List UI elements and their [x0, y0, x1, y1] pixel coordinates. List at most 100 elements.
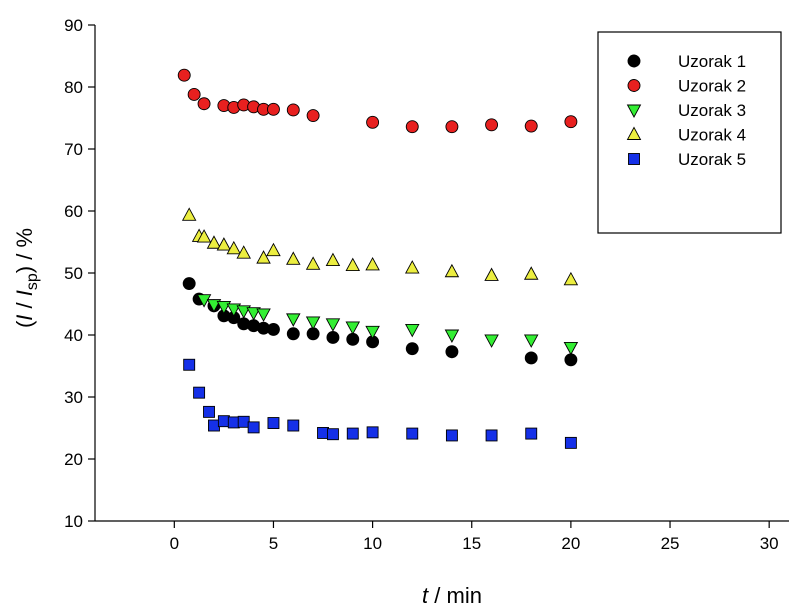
legend-label: Uzorak 3	[678, 101, 746, 120]
legend-item: Uzorak 3	[626, 101, 746, 120]
legend-marker	[626, 104, 642, 118]
data-point	[247, 421, 260, 434]
data-point	[485, 429, 498, 442]
y-axis-title: (I / Isp) / %	[12, 228, 41, 328]
series-2	[177, 68, 578, 134]
data-point	[345, 257, 361, 272]
legend-label: Uzorak 2	[678, 77, 746, 96]
data-point	[217, 415, 230, 428]
y-tick-label: 40	[64, 326, 83, 345]
legend-item: Uzorak 5	[628, 150, 746, 169]
data-point	[187, 87, 201, 101]
data-point	[183, 358, 196, 371]
data-point	[208, 419, 220, 432]
data-point	[286, 251, 301, 265]
data-point	[525, 427, 538, 440]
data-point	[563, 341, 579, 356]
x-tick-label: 25	[661, 534, 680, 553]
data-point	[444, 263, 460, 278]
legend-marker	[628, 153, 640, 165]
data-point	[237, 415, 250, 428]
data-point	[406, 427, 419, 440]
data-point	[445, 429, 458, 442]
legend-box	[597, 31, 782, 234]
data-point	[193, 386, 206, 399]
legend-label: Uzorak 1	[678, 52, 746, 71]
data-point	[182, 277, 196, 290]
data-point	[346, 427, 359, 440]
data-point	[524, 351, 538, 365]
data-point	[365, 256, 380, 271]
data-point	[317, 427, 329, 439]
data-point	[226, 240, 242, 255]
data-point	[181, 207, 197, 221]
data-point	[216, 237, 232, 251]
series-1	[182, 277, 578, 367]
data-point	[405, 342, 419, 356]
data-point	[267, 102, 280, 116]
data-point	[523, 266, 539, 280]
data-point	[563, 271, 579, 286]
data-point	[256, 308, 271, 322]
data-point	[345, 321, 361, 335]
y-tick-label: 10	[64, 512, 83, 531]
y-axis-title-open: (	[12, 320, 37, 328]
legend-item: Uzorak 4	[626, 126, 746, 145]
data-point	[236, 245, 251, 259]
data-point	[326, 428, 339, 441]
y-tick-label: 90	[64, 16, 83, 35]
data-point	[267, 322, 280, 336]
x-axis-ticks: 0 5 10 15 20 25 30	[170, 521, 779, 553]
data-point	[524, 119, 538, 133]
series-3	[196, 294, 579, 356]
y-tick-label: 30	[64, 388, 83, 407]
data-point	[405, 323, 420, 338]
y-tick-label: 60	[64, 202, 83, 221]
plot-area: 0 5 10 15 20 25 30 10 20 30 40 50 60 70 80 90	[64, 16, 789, 553]
data-point	[305, 316, 321, 330]
data-point	[306, 109, 320, 122]
data-point	[286, 327, 300, 341]
legend-marker	[627, 79, 641, 92]
legend-marker	[627, 54, 641, 68]
data-point	[287, 419, 300, 432]
x-axis-variable: t	[422, 583, 429, 608]
x-tick-label: 5	[269, 534, 278, 553]
data-point	[267, 417, 280, 429]
data-point	[484, 267, 499, 281]
data-point	[365, 325, 380, 340]
data-point	[366, 115, 380, 129]
x-tick-label: 10	[363, 534, 382, 553]
data-point	[564, 436, 577, 449]
data-point	[564, 353, 578, 367]
x-tick-label: 0	[170, 534, 179, 553]
data-point	[206, 235, 222, 249]
x-axis-unit: / min	[428, 583, 482, 608]
data-point	[484, 334, 499, 348]
x-tick-label: 15	[462, 534, 481, 553]
y-tick-label: 80	[64, 78, 83, 97]
data-point	[564, 115, 578, 129]
y-tick-label: 70	[64, 140, 83, 159]
y-axis-title-separator: /	[12, 296, 37, 314]
data-point	[325, 252, 341, 267]
data-point	[226, 303, 242, 317]
y-axis-subscript: sp	[24, 273, 41, 290]
data-point	[177, 68, 191, 82]
y-tick-label: 20	[64, 450, 83, 469]
data-point	[196, 294, 212, 308]
data-point	[445, 345, 459, 359]
y-axis-variable-isp: I	[12, 290, 37, 296]
data-point	[346, 332, 360, 346]
data-point	[197, 97, 211, 111]
data-point	[325, 318, 341, 332]
y-axis-variable-i: I	[12, 315, 37, 321]
data-point	[246, 307, 261, 321]
data-point	[366, 426, 379, 439]
data-point	[227, 416, 240, 429]
data-point	[444, 329, 460, 343]
data-point	[286, 103, 300, 117]
legend-item: Uzorak 1	[627, 52, 746, 71]
data-point	[405, 260, 420, 274]
